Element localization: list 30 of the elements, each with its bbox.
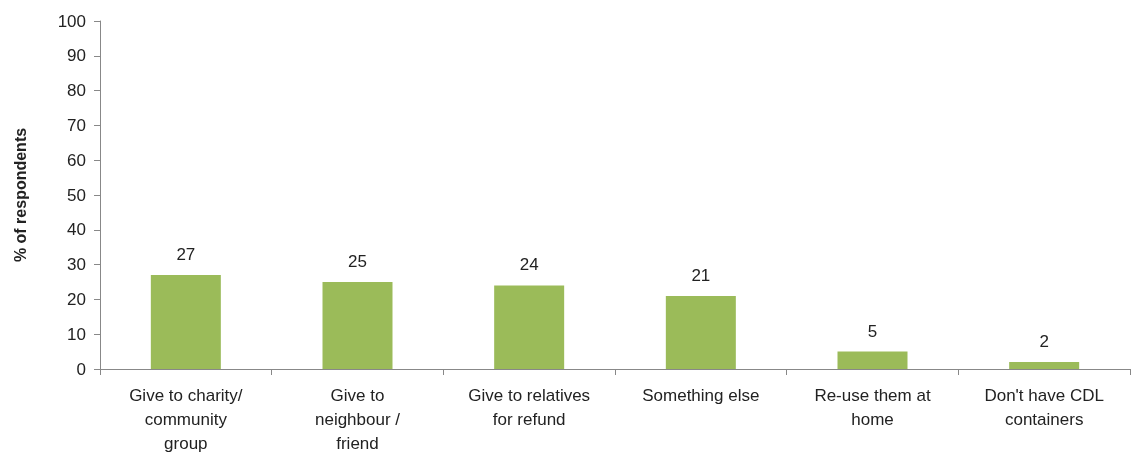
x-tick-label: Give to neighbour / friend <box>314 385 401 453</box>
x-tick-label: Don't have CDL containers <box>984 385 1104 429</box>
y-tick-label: 40 <box>67 220 86 240</box>
y-tick-label: 70 <box>67 115 86 135</box>
y-tick-label: 80 <box>67 81 86 101</box>
bar <box>150 275 221 369</box>
y-tick-label: 10 <box>67 324 86 344</box>
y-tick-label: 90 <box>67 46 86 66</box>
y-tick-label: 20 <box>67 289 86 309</box>
x-tick-label: Give to relatives for refund <box>468 385 591 429</box>
data-label: 5 <box>867 321 878 341</box>
x-tick-label: Give to charity/ community group <box>129 385 243 453</box>
y-tick-label: 100 <box>57 11 86 31</box>
data-label: 21 <box>691 265 711 285</box>
x-tick-label: Re-use them at home <box>814 385 931 429</box>
y-axis-title: % of respondents <box>11 127 29 263</box>
data-label: 24 <box>519 255 539 275</box>
data-label: 2 <box>1039 332 1049 352</box>
y-tick-label: 0 <box>76 359 86 379</box>
bar <box>494 285 565 369</box>
y-tick-label: 60 <box>67 150 86 170</box>
data-label: 25 <box>348 252 367 271</box>
bar <box>837 351 908 369</box>
bar <box>665 295 736 369</box>
data-label: 27 <box>176 245 196 265</box>
y-tick-label: 50 <box>67 185 86 205</box>
bar <box>322 282 393 369</box>
bar <box>1009 362 1080 369</box>
x-tick-label: Something else <box>642 385 760 405</box>
y-tick-label: 30 <box>67 255 86 275</box>
